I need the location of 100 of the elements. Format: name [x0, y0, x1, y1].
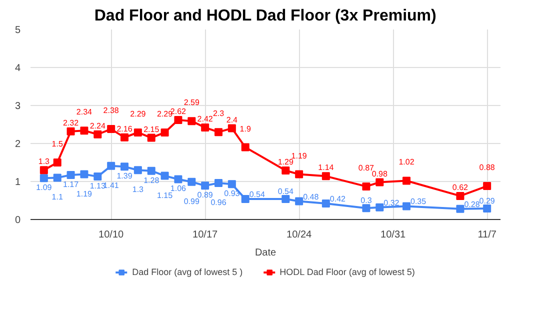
point	[483, 204, 492, 212]
data-label: 0.54	[278, 186, 294, 196]
data-label: 1.15	[157, 190, 174, 200]
data-label: 1.29	[278, 157, 294, 166]
legend-label: HODL Dad Floor (avg of lowest 5)	[280, 267, 415, 277]
point	[282, 194, 290, 203]
y-tick-label: 0	[14, 215, 21, 226]
data-label: 2.32	[63, 118, 80, 128]
point	[376, 178, 384, 186]
x-tick-label: 11/7	[478, 230, 497, 240]
data-label: 1.3	[132, 185, 144, 194]
y-tick-label: 1	[14, 177, 21, 188]
point	[147, 166, 156, 175]
point	[160, 172, 169, 180]
data-label: 1.02	[398, 158, 415, 167]
point	[214, 179, 222, 188]
point	[94, 172, 102, 181]
point	[160, 128, 169, 136]
data-label: 0.32	[384, 198, 400, 208]
point	[188, 117, 196, 126]
data-label: 1.28	[144, 176, 160, 185]
point	[456, 204, 464, 213]
point	[53, 158, 62, 166]
point	[362, 204, 370, 212]
point	[66, 171, 75, 180]
point	[456, 192, 464, 200]
point	[228, 180, 236, 188]
point	[134, 166, 142, 174]
point	[282, 166, 290, 174]
data-label: 0.89	[197, 190, 214, 200]
data-label: 2.34	[76, 108, 93, 117]
data-label: 1.9	[240, 124, 252, 134]
point	[241, 143, 250, 152]
data-label: 1.09	[36, 183, 52, 192]
point	[120, 162, 128, 171]
point	[174, 175, 182, 184]
point	[188, 178, 196, 186]
point	[295, 170, 304, 178]
data-label: 0.3	[360, 196, 372, 206]
point	[241, 194, 250, 203]
data-label: 0.62	[452, 182, 469, 192]
point	[483, 182, 492, 190]
chart-title: Dad Floor and HODL Dad Floor (3x Premium)	[94, 8, 436, 24]
point	[53, 174, 62, 182]
point	[80, 170, 88, 178]
data-label: 1.5	[52, 140, 64, 148]
data-label: 0.99	[184, 196, 200, 206]
point	[40, 166, 48, 174]
point	[107, 125, 116, 134]
point	[107, 162, 116, 170]
point	[402, 176, 410, 185]
data-label: 0.42	[330, 194, 346, 204]
point	[376, 203, 384, 212]
point	[322, 172, 330, 180]
data-label: 2.38	[103, 106, 120, 116]
data-label: 1.14	[318, 163, 334, 172]
data-label: 2.15	[144, 124, 160, 134]
data-label: 0.28	[464, 200, 480, 209]
point	[214, 128, 222, 136]
data-label: 0.29	[479, 196, 496, 206]
x-axis-title: Date	[254, 248, 276, 258]
legend-label: Dad Floor (avg of lowest 5 )	[132, 267, 243, 277]
data-label: 1.06	[170, 184, 187, 194]
point	[228, 124, 236, 132]
data-label: 0.35	[410, 197, 427, 206]
point	[80, 126, 88, 135]
data-label: 1.19	[291, 151, 308, 160]
y-tick-label: 2	[14, 139, 21, 150]
point	[40, 174, 48, 182]
point	[201, 124, 210, 132]
data-label: 2.42	[197, 114, 214, 124]
y-tick-label: 5	[14, 25, 21, 36]
point	[147, 134, 156, 142]
point	[295, 197, 304, 206]
x-tick-label: 10/24	[286, 230, 312, 240]
point	[174, 116, 182, 124]
data-label: 1.39	[116, 172, 133, 181]
data-label: 0.88	[479, 163, 496, 172]
data-label: 2.4	[226, 115, 238, 124]
x-tick-label: 10/31	[380, 230, 406, 240]
data-label: 0.96	[210, 198, 227, 208]
y-tick-label: 3	[14, 101, 21, 112]
data-label: 0.54	[249, 190, 266, 199]
x-tick-label: 10/17	[192, 230, 218, 240]
data-label: 2.59	[184, 98, 200, 108]
data-label: 1.19	[76, 189, 93, 198]
point	[66, 127, 75, 136]
point	[402, 202, 410, 210]
data-label: 2.3	[212, 109, 225, 118]
point	[322, 200, 330, 208]
data-label: 2.29	[130, 109, 146, 118]
point	[201, 182, 210, 190]
data-label: 1.3	[38, 157, 50, 166]
data-label: 1.1	[52, 192, 64, 202]
point	[94, 130, 102, 138]
data-label: 2.16	[116, 124, 133, 134]
x-tick-label: 10/10	[98, 230, 124, 240]
data-label: 0.48	[303, 192, 320, 202]
data-label: 2.24	[90, 121, 106, 130]
point	[362, 182, 370, 190]
